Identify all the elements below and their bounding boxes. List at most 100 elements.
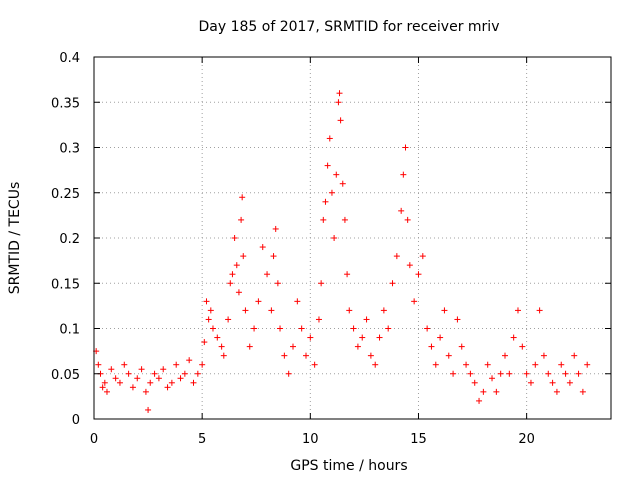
data-point <box>302 352 309 359</box>
data-point <box>290 343 297 350</box>
data-point <box>201 339 208 346</box>
data-point <box>186 357 193 364</box>
data-point <box>227 280 234 287</box>
data-point <box>116 379 123 386</box>
data-point <box>274 280 281 287</box>
x-tick-label: 5 <box>198 432 206 447</box>
data-point <box>240 253 247 260</box>
data-point <box>218 343 225 350</box>
data-point <box>480 388 487 395</box>
data-point <box>108 366 115 373</box>
data-point <box>177 375 184 382</box>
data-point <box>419 253 426 260</box>
data-point <box>285 370 292 377</box>
data-point <box>402 144 409 151</box>
data-point <box>324 162 331 169</box>
grid <box>94 57 611 419</box>
data-point <box>298 325 305 332</box>
data-point <box>220 352 227 359</box>
data-point <box>255 298 262 305</box>
data-point <box>350 325 357 332</box>
data-point <box>203 298 210 305</box>
data-point <box>238 216 245 223</box>
chart-title: Day 185 of 2017, SRMTID for receiver mri… <box>199 19 500 35</box>
data-point <box>233 262 240 269</box>
data-point <box>207 307 214 314</box>
data-point <box>558 361 565 368</box>
data-point <box>359 334 366 341</box>
data-point <box>331 235 338 241</box>
data-point <box>536 307 543 314</box>
data-point <box>367 352 374 359</box>
data-point <box>129 384 136 391</box>
data-point <box>311 361 318 368</box>
y-tick-label: 0.15 <box>51 277 80 292</box>
data-point <box>404 216 411 223</box>
y-tick-label: 0.3 <box>59 142 80 157</box>
data-point <box>239 194 246 201</box>
data-point <box>134 375 141 382</box>
data-point <box>527 379 534 386</box>
data-point <box>411 298 418 305</box>
data-point <box>335 99 342 106</box>
data-point <box>333 171 340 178</box>
data-point <box>337 117 344 124</box>
data-point <box>281 352 288 359</box>
data-point <box>259 244 266 251</box>
data-point <box>268 307 275 314</box>
data-point <box>155 375 162 382</box>
data-point <box>441 307 448 314</box>
data-point <box>229 271 236 278</box>
data-point <box>354 343 361 350</box>
data-point <box>251 325 258 332</box>
x-axis-label: GPS time / hours <box>290 458 407 474</box>
data-point <box>514 307 521 314</box>
data-point <box>484 361 491 368</box>
y-axis-label: SRMTID / TECUs <box>7 182 23 295</box>
data-point <box>553 388 560 395</box>
x-tick-label: 15 <box>410 432 427 447</box>
data-point <box>294 298 301 305</box>
y-tick-label: 0.05 <box>51 368 80 383</box>
data-point <box>164 384 171 391</box>
data-point <box>168 379 175 386</box>
data-point <box>145 406 152 413</box>
data-point <box>489 375 496 382</box>
data-point <box>549 379 556 386</box>
data-point <box>307 334 314 341</box>
data-point <box>566 379 573 386</box>
data-point <box>545 370 552 377</box>
data-point <box>125 370 132 377</box>
data-point <box>199 361 206 368</box>
data-point <box>328 189 335 196</box>
data-point <box>579 388 586 395</box>
x-tick-label: 10 <box>302 432 319 447</box>
data-point <box>454 316 461 323</box>
x-tick-label: 0 <box>90 432 98 447</box>
data-point <box>326 135 333 142</box>
x-tick-label: 20 <box>518 432 535 447</box>
data-point <box>584 361 591 368</box>
y-tick-label: 0.25 <box>51 187 80 202</box>
data-point <box>320 216 327 223</box>
data-point <box>385 325 392 332</box>
data-point <box>376 334 383 341</box>
data-point <box>272 225 279 232</box>
data-point <box>138 366 145 373</box>
data-point <box>393 253 400 260</box>
data-point <box>476 397 483 404</box>
data-point <box>380 307 387 314</box>
y-tick-label: 0.35 <box>51 96 80 111</box>
data-point <box>450 370 457 377</box>
data-point <box>277 325 284 332</box>
data-point <box>363 316 370 323</box>
data-point <box>445 352 452 359</box>
data-point <box>160 366 167 373</box>
data-point <box>471 379 478 386</box>
data-point <box>510 334 517 341</box>
data-point <box>428 343 435 350</box>
data-point <box>209 325 216 332</box>
data-point <box>147 379 154 386</box>
data-point <box>341 216 348 223</box>
